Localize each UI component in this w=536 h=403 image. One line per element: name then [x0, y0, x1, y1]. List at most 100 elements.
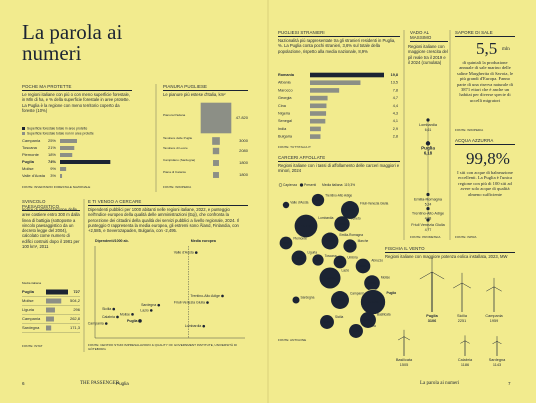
dot [426, 218, 430, 222]
section-text: Le regioni italiane con più o con meno s… [22, 92, 131, 113]
bubble [343, 239, 357, 253]
bubble [291, 250, 307, 266]
point-label: Campania [88, 321, 104, 325]
bar [310, 88, 340, 93]
legend-label: Media italiana: 119,3% [322, 183, 355, 187]
axis-label: Media europea [191, 239, 217, 243]
section-text: Regioni italiane con i tassi di affollam… [278, 163, 400, 174]
magazine-name: THE PASSENGER [80, 381, 120, 386]
value-label: 2080 [239, 148, 249, 153]
area-square [212, 137, 220, 145]
dot [425, 141, 431, 146]
row-label: Bulgaria [278, 135, 293, 139]
row-label: Campidano (Sardegna) [163, 158, 196, 162]
row-label: Senegal [278, 119, 292, 123]
legend-label: Superficie forestale totale in aree prot… [27, 126, 87, 130]
value-label: 4,4 [393, 104, 398, 108]
region-label: Emilia-Romagna [339, 233, 363, 237]
bar [46, 289, 68, 295]
value-label: 262,8 [70, 316, 81, 321]
region-label: Campania [350, 292, 365, 296]
value-label: 145% [325, 275, 336, 280]
row-label: Molise [22, 298, 34, 303]
big-number: 5,5 [476, 39, 498, 58]
section-text: Le pianure più estese d'Italia, km² [163, 92, 226, 97]
region-label: Lazio [342, 268, 350, 272]
value-label: 6,18 [424, 150, 433, 155]
point-label: Calabria [102, 315, 115, 319]
bubble [282, 201, 290, 209]
value-label: 7,8 [393, 88, 398, 92]
bubble [294, 214, 318, 238]
bar [46, 307, 55, 313]
value-label: 25% [48, 138, 56, 143]
point [202, 324, 206, 328]
value-label: 47.820 [236, 115, 249, 120]
value-label: 13,5 [391, 81, 398, 85]
section-heading: SVINCOLO PAESAGGISTICO [22, 199, 80, 212]
row-label: Cina [278, 104, 287, 108]
point [131, 313, 134, 316]
value-label: 4,7 [393, 96, 398, 100]
value-label: 727 [73, 289, 80, 294]
page-number: 6 [22, 381, 25, 386]
bubble [319, 267, 341, 289]
turbine-blade [461, 282, 471, 289]
source: FONTE: CENTRO STUDI IMPRESALAVORO & QUAL… [88, 343, 238, 351]
row-label: Trentino-Alto Adige [412, 212, 444, 216]
point-label: Friuli-Venezia Giulia [174, 300, 205, 304]
section-heading: PIANURA PUGLIESE [163, 84, 248, 92]
bubble [321, 232, 339, 250]
point-label: Sardegna [141, 303, 156, 307]
value-label: 1800 [239, 172, 249, 177]
value-label: 21% [48, 145, 56, 150]
point [206, 301, 209, 304]
bar [310, 118, 326, 124]
value-label: 113% [283, 242, 290, 245]
bar [60, 167, 67, 171]
region-label: Friuli-Venezia Giulia [360, 202, 389, 206]
value-label: 1505 [400, 363, 408, 367]
big-number: 99,8% [466, 149, 510, 168]
section-text: Regioni italiane con maggiore potenza eo… [385, 254, 508, 259]
row-label: Romania [278, 73, 295, 77]
bar [310, 134, 321, 139]
row-label: Sicilia [457, 314, 468, 318]
value-label: 504,2 [70, 298, 81, 303]
dot [426, 192, 430, 197]
row-label: Sardegna [489, 358, 506, 362]
value-label: 2,9 [393, 127, 398, 131]
dot [426, 118, 430, 122]
value-label: 130% [326, 239, 334, 243]
area-square [213, 160, 219, 166]
bubble [320, 315, 334, 329]
row-label: Nigeria [278, 112, 291, 116]
point [116, 315, 119, 319]
region-label: Sardegna [301, 295, 315, 299]
region-label: Veneto [351, 216, 361, 220]
area-square [212, 147, 220, 155]
value-label: 18% [48, 152, 56, 157]
bar [60, 153, 73, 157]
row-label: Campania [485, 314, 503, 318]
row-label: Valle d'Aosta [22, 173, 46, 178]
bubble [311, 193, 325, 207]
row-label: Campania [22, 316, 41, 321]
bar [46, 325, 52, 331]
point-label: Puglia [127, 319, 138, 323]
row-label: Sardegna [22, 325, 40, 330]
section-text: Regioni italiane con maggiore crescita d… [408, 44, 448, 65]
region-label: Liguria [307, 251, 317, 255]
value-label: 84% [294, 299, 298, 302]
row-label: Toscana [22, 145, 38, 150]
value-label: 3% [50, 173, 56, 178]
bubble [292, 296, 300, 304]
section-heading: SAPORE DI SALE [455, 30, 515, 38]
value-label: 122% [295, 256, 303, 260]
bar [60, 146, 75, 150]
section-heading: FISCHIA IL VENTO [385, 246, 515, 254]
value-label: 134% [346, 208, 355, 212]
section-heading: CARCERI AFFOLLATE [278, 155, 400, 163]
point [138, 319, 142, 323]
